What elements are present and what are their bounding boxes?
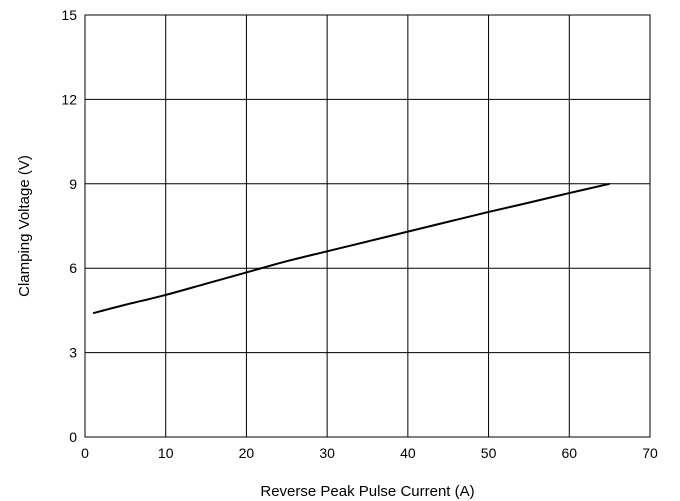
data-point-0-5 [284,258,290,264]
data-point-0-10 [486,209,492,215]
x-tick-label-0: 0 [81,445,89,461]
data-point-0-3 [203,281,209,287]
data-point-0-11 [526,200,532,206]
data-point-0-13 [607,181,613,187]
x-tick-label-7: 70 [642,445,658,461]
data-point-0-7 [365,238,371,244]
data-point-0-2 [163,292,169,298]
x-tick-label-2: 20 [239,445,255,461]
y-tick-labels: 0 3 6 9 12 15 [61,7,77,445]
data-point-0-9 [445,219,451,225]
x-axis-title: Reverse Peak Pulse Current (A) [260,483,474,500]
x-tick-label-5: 50 [481,445,497,461]
y-tick-label-1: 3 [69,345,77,361]
y-tick-label-3: 9 [69,176,77,192]
plot-frame [84,14,651,438]
data-point-0-6 [324,248,330,254]
data-point-0-0 [90,310,96,316]
x-tick-labels: 0 10 20 30 40 50 60 70 [81,445,658,461]
y-axis-title: Clamping Voltage (V) [16,155,33,297]
grid-lines [84,14,651,438]
y-tick-label-4: 12 [61,91,77,107]
y-tick-label-2: 6 [69,260,77,276]
y-tick-label-0: 0 [69,429,77,445]
data-point-0-1 [122,302,128,308]
x-tick-label-3: 30 [319,445,335,461]
x-tick-label-1: 10 [158,445,174,461]
data-point-0-12 [566,190,572,196]
x-tick-label-6: 60 [561,445,577,461]
x-tick-label-4: 40 [400,445,416,461]
data-point-0-8 [405,229,411,235]
series-layer [90,181,613,316]
series-line-0 [92,182,610,315]
y-tick-label-5: 15 [61,7,77,23]
data-point-0-4 [243,269,249,275]
